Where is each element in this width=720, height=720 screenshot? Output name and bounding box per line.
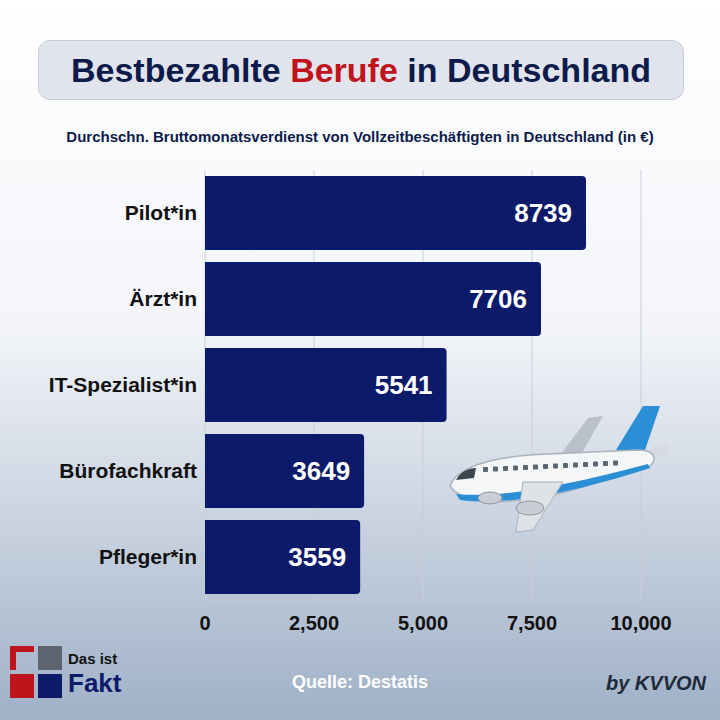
html-text:Fakt: Fakt	[68, 668, 122, 698]
svg-text:10,000: 10,000	[610, 612, 671, 634]
svg-text:Pfleger*in: Pfleger*in	[99, 545, 197, 568]
svg-text:2,500: 2,500	[289, 612, 339, 634]
svg-text:5541: 5541	[375, 370, 433, 400]
html-text:Das ist: Das ist	[68, 650, 118, 667]
svg-text:IT-Spezialist*in: IT-Spezialist*in	[49, 373, 197, 396]
html-text:by KVVON: by KVVON	[606, 672, 706, 694]
svg-text:Ärzt*in: Ärzt*in	[129, 287, 197, 310]
html-text:Quelle: Destatis: Quelle: Destatis	[292, 672, 428, 692]
html-text:Durchschn. Bruttomonatsverdien: Durchschn. Bruttomonatsverdienst von Vol…	[66, 128, 654, 145]
svg-text:0: 0	[199, 612, 210, 634]
svg-text:5,000: 5,000	[398, 612, 448, 634]
svg-text:Bürofachkraft: Bürofachkraft	[59, 459, 197, 482]
svg-text:7,500: 7,500	[507, 612, 557, 634]
svg-text:Pilot*in: Pilot*in	[125, 201, 197, 224]
svg-text:3559: 3559	[288, 542, 346, 572]
svg-text:3649: 3649	[292, 456, 350, 486]
html-text:Bestbezahlte Berufe in Deutsch: Bestbezahlte Berufe in Deutschland	[71, 50, 651, 89]
svg-text:7706: 7706	[469, 284, 527, 314]
svg-text:8739: 8739	[514, 198, 572, 228]
